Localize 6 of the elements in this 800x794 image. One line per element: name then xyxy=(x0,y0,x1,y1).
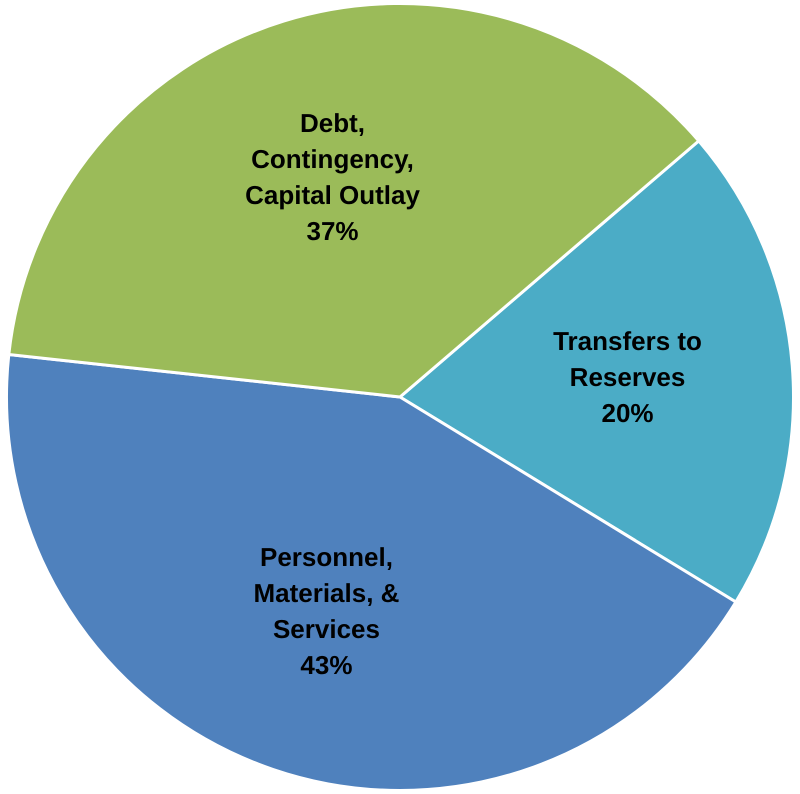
slice-label: Debt, Contingency, Capital Outlay xyxy=(245,108,420,210)
data-label: 37% xyxy=(306,216,359,246)
slice-label: Personnel, Materials, & Services xyxy=(253,542,400,644)
data-label: 43% xyxy=(300,650,352,680)
data-label: 20% xyxy=(601,398,654,428)
slice-label: Transfers to Reserves xyxy=(553,326,702,392)
